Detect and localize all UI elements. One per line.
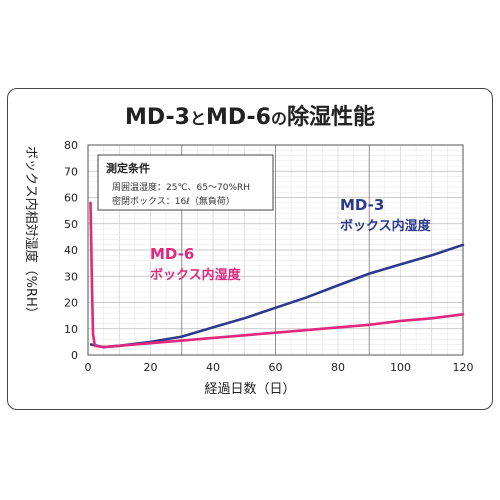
md3-label-desc: ボックス内湿度 [340,218,432,234]
conditions-heading: 測定条件 [106,161,150,175]
conditions-line-1: 周囲温湿度：25℃、65～70%RH [112,181,250,193]
chart-title: MD-3とMD-6の除湿性能 [125,104,375,130]
y-tick-label: 50 [64,218,78,231]
conditions-box: 測定条件 周囲温湿度：25℃、65～70%RH 密閉ボックス：16ℓ（無負荷） [97,154,274,211]
plot-area-border [87,144,464,356]
x-tick-label: 80 [331,361,345,374]
y-tick-label: 60 [64,192,78,205]
md6-label-desc: ボックス内湿度 [150,267,242,283]
x-tick-label: 0 [85,361,92,374]
y-tick-label: 30 [64,270,78,283]
md3-series-label: MD-3 ボックス内湿度 [340,196,432,234]
y-axis-label: ボックス内相対湿度（%RH） [23,146,39,320]
series-line-md-6 [89,201,465,349]
y-tick-label: 20 [64,297,78,310]
y-tick-label: 80 [64,139,78,152]
x-tick-label: 100 [390,361,411,374]
title-md6: MD-6 [206,105,271,130]
x-tick-label: 120 [453,361,474,374]
x-tick-labels: 0 20 40 60 80 100 120 [85,361,474,374]
y-tick-label: 40 [64,244,78,257]
y-tick-label: 70 [64,165,78,178]
md6-series-label: MD-6 ボックス内湿度 [150,245,242,283]
y-tick-labels: 0 10 20 30 40 50 60 70 80 [64,139,78,362]
x-tick-label: 40 [206,361,220,374]
x-axis-label: 経過日数（日） [204,382,295,397]
y-tick-label: 0 [71,349,78,362]
title-no: の [271,109,287,128]
title-performance: 除湿性能 [287,104,375,130]
md6-label-model: MD-6 [150,245,194,263]
md3-label-model: MD-3 [340,196,384,214]
y-tick-label: 10 [64,323,78,336]
x-tick-label: 20 [144,361,158,374]
title-md3: MD-3 [125,105,190,130]
title-to: と [190,109,206,128]
conditions-line-2: 密閉ボックス：16ℓ（無負荷） [112,195,235,207]
series-lines [89,201,465,349]
x-tick-label: 60 [269,361,283,374]
